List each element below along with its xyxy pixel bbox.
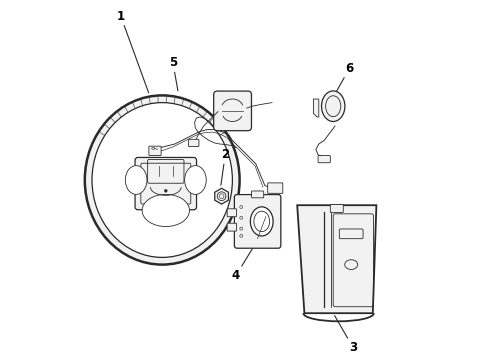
Polygon shape: [314, 99, 319, 117]
FancyBboxPatch shape: [330, 204, 343, 212]
FancyBboxPatch shape: [214, 91, 251, 131]
Text: 6: 6: [335, 62, 353, 95]
Ellipse shape: [142, 194, 190, 226]
Text: 3: 3: [335, 316, 357, 354]
Ellipse shape: [92, 103, 232, 257]
Ellipse shape: [164, 189, 167, 192]
Ellipse shape: [85, 95, 240, 265]
Polygon shape: [215, 188, 228, 204]
Text: 1: 1: [117, 10, 148, 93]
Text: 4: 4: [232, 248, 253, 282]
Ellipse shape: [321, 91, 345, 122]
FancyBboxPatch shape: [227, 209, 237, 217]
FancyBboxPatch shape: [189, 139, 199, 147]
Ellipse shape: [125, 166, 147, 194]
FancyBboxPatch shape: [135, 157, 196, 210]
Ellipse shape: [185, 166, 206, 194]
Text: 2: 2: [221, 148, 229, 185]
FancyBboxPatch shape: [318, 156, 330, 163]
Polygon shape: [297, 205, 376, 313]
Text: 5: 5: [169, 57, 178, 91]
FancyBboxPatch shape: [149, 146, 161, 156]
FancyBboxPatch shape: [234, 194, 281, 248]
Ellipse shape: [250, 207, 273, 236]
FancyBboxPatch shape: [268, 183, 283, 193]
FancyBboxPatch shape: [227, 223, 237, 231]
FancyBboxPatch shape: [251, 191, 264, 198]
